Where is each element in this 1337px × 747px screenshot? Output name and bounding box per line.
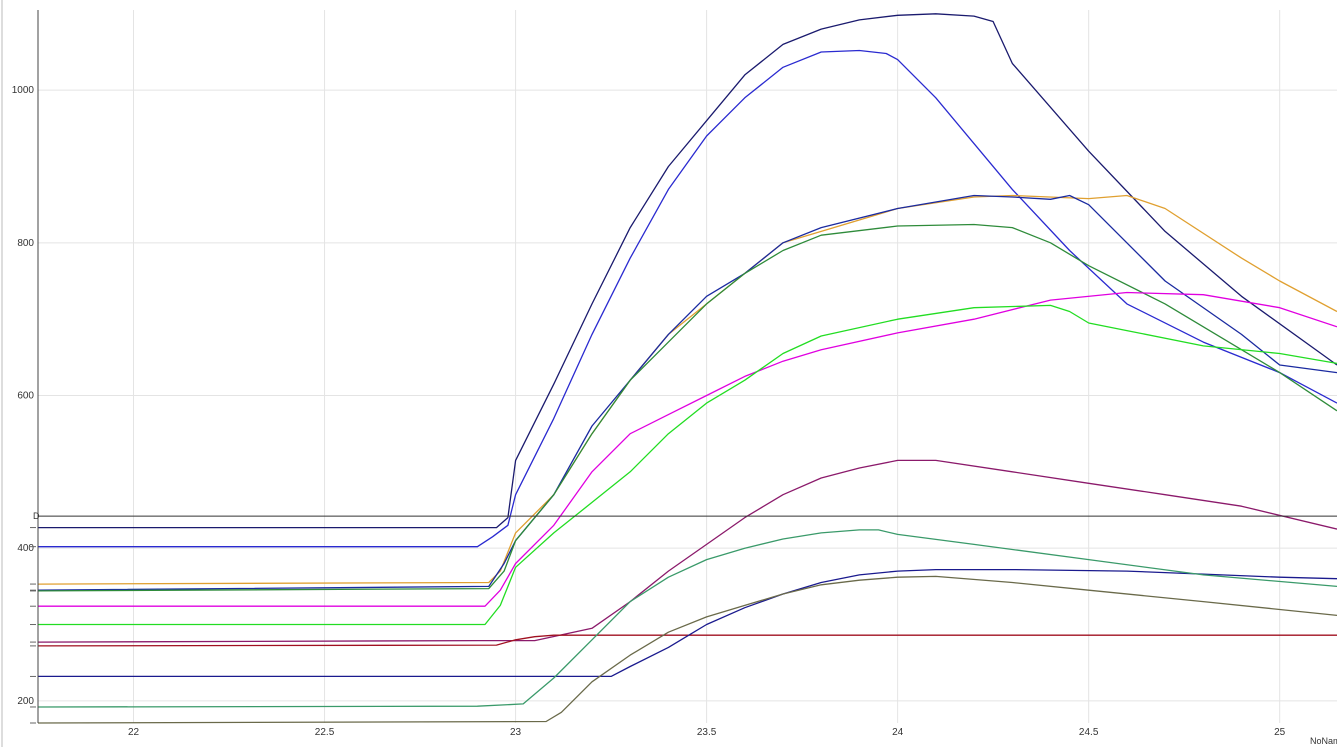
y-tick-label: 200 xyxy=(17,696,34,707)
y-tick-label: 400 xyxy=(17,543,34,554)
series-line-9 xyxy=(37,634,1337,647)
corner-label: NoNam xyxy=(1310,736,1337,746)
series-line-10 xyxy=(38,568,1337,678)
axis-ticks: 22 22.5 23 23.5 24 24.5 25 200 400 600 800 1000 xyxy=(12,85,1286,738)
cursor-label: D xyxy=(33,511,40,521)
plot-background xyxy=(38,10,1337,723)
x-tick-label: 22.5 xyxy=(315,727,335,738)
x-tick-label: 24.5 xyxy=(1079,727,1099,738)
y-tick-label: 800 xyxy=(17,238,34,249)
series-line-7 xyxy=(38,304,1337,626)
series-line-5 xyxy=(37,223,1337,592)
series-group xyxy=(37,13,1337,724)
series-line-6 xyxy=(38,291,1337,607)
x-tick-label: 24 xyxy=(892,727,904,738)
series-line-12 xyxy=(37,575,1337,724)
x-tick-label: 22 xyxy=(128,727,140,738)
y-tick-label: 1000 xyxy=(12,85,35,96)
series-line-11 xyxy=(37,529,1337,708)
x-tick-label: 23 xyxy=(510,727,522,738)
series-line-8 xyxy=(37,459,1337,643)
x-tick-label: 25 xyxy=(1274,727,1286,738)
series-line-1 xyxy=(38,13,1337,529)
x-tick-label: 23.5 xyxy=(697,727,717,738)
y-tick-label: 600 xyxy=(17,391,34,402)
grid xyxy=(38,10,1337,723)
